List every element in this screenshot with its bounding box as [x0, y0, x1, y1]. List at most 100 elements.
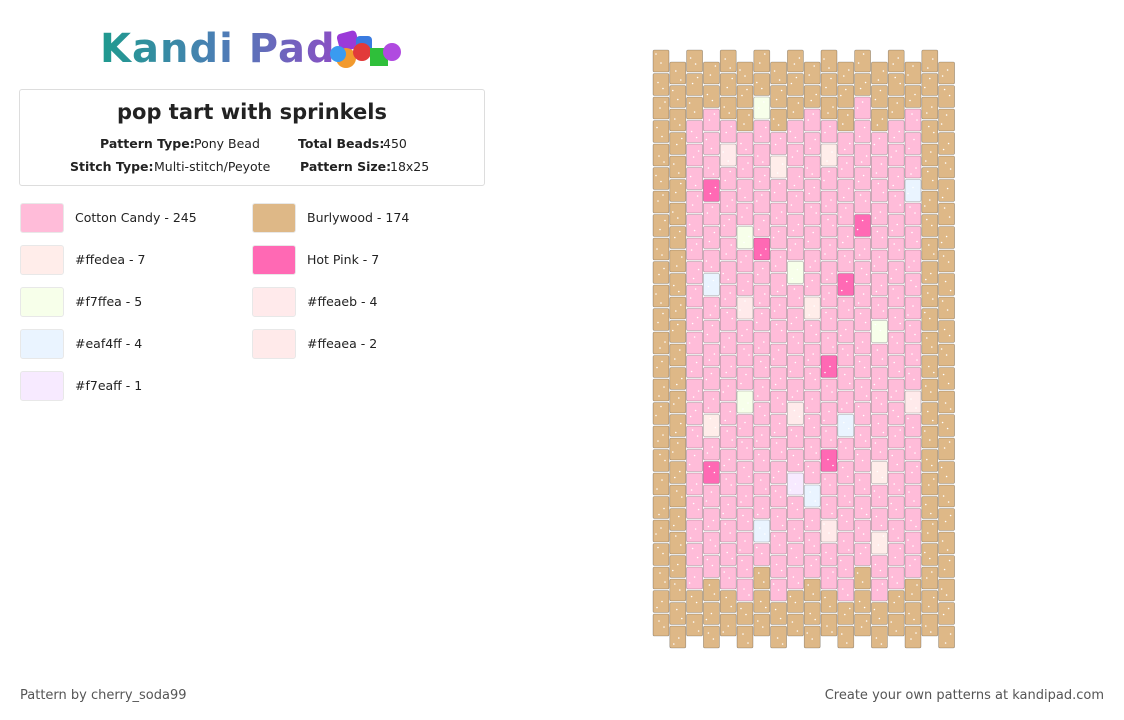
- bead-sparkle: [925, 385, 927, 387]
- bead-sparkle: [916, 465, 918, 468]
- bead-sparkle: [741, 559, 743, 562]
- bead-sparkle: [824, 371, 826, 374]
- bead: [686, 190, 703, 214]
- bead-sparkle: [878, 496, 881, 498]
- bead-sparkle: [743, 348, 745, 350]
- bead-sparkle: [876, 349, 879, 351]
- bead-sparkle: [844, 495, 846, 497]
- bead-sparkle: [672, 329, 674, 332]
- bead-sparkle: [892, 528, 894, 530]
- bead: [921, 378, 939, 402]
- bead-sparkle: [696, 76, 699, 79]
- bead-sparkle: [927, 292, 929, 294]
- bead: [719, 261, 737, 284]
- bead: [820, 49, 838, 73]
- bead-sparkle: [864, 546, 867, 549]
- bead-sparkle: [760, 600, 762, 603]
- bead-sparkle: [693, 229, 696, 232]
- bead: [669, 461, 687, 484]
- bead: [820, 167, 838, 190]
- bead: [887, 472, 905, 496]
- bead-sparkle: [740, 607, 742, 610]
- bead-sparkle: [741, 94, 743, 97]
- bead-sparkle: [812, 231, 814, 234]
- bead-sparkle: [747, 402, 749, 404]
- bead: [803, 508, 821, 531]
- bead: [686, 49, 703, 73]
- logo[interactable]: Kandi Pad: [100, 26, 336, 72]
- bead: [669, 390, 687, 414]
- bead: [837, 625, 855, 649]
- bead-sparkle: [912, 305, 914, 307]
- bead: [753, 519, 771, 543]
- bead-sparkle: [679, 230, 681, 233]
- footer-link[interactable]: Create your own patterns at kandipad.com: [824, 688, 1104, 703]
- bead-sparkle: [948, 216, 951, 218]
- bead-sparkle: [739, 69, 741, 71]
- bead-sparkle: [792, 111, 795, 113]
- bead-sparkle: [723, 346, 725, 348]
- bead-sparkle: [810, 324, 812, 327]
- bead-sparkle: [859, 87, 862, 90]
- bead-sparkle: [807, 359, 809, 361]
- bead-sparkle: [809, 147, 811, 150]
- bead-sparkle: [946, 69, 949, 71]
- bead-sparkle: [916, 119, 918, 121]
- bead: [753, 590, 771, 613]
- bead: [669, 367, 687, 390]
- bead-sparkle: [910, 279, 912, 282]
- bead-sparkle: [825, 430, 827, 432]
- bead-sparkle: [840, 559, 842, 562]
- bead-sparkle: [878, 617, 881, 620]
- bead: [703, 273, 720, 296]
- bead-sparkle: [916, 240, 918, 243]
- bead: [871, 625, 888, 649]
- bead-sparkle: [910, 638, 912, 640]
- bead-sparkle: [810, 446, 812, 448]
- bead-sparkle: [758, 107, 760, 109]
- bead-sparkle: [696, 435, 699, 437]
- bead: [787, 120, 804, 143]
- bead-sparkle: [726, 551, 728, 554]
- bead-sparkle: [842, 241, 844, 244]
- bead-sparkle: [840, 216, 842, 218]
- bead-sparkle: [661, 360, 663, 363]
- bead: [703, 414, 720, 437]
- bead-sparkle: [707, 167, 710, 169]
- bead-sparkle: [843, 75, 845, 77]
- bead: [787, 402, 804, 425]
- bead-sparkle: [896, 342, 898, 344]
- bead-sparkle: [949, 289, 952, 292]
- bead-sparkle: [725, 371, 727, 374]
- bead: [904, 625, 922, 649]
- bead: [753, 308, 771, 331]
- bead-sparkle: [725, 253, 727, 255]
- bead-sparkle: [929, 557, 931, 560]
- bead-sparkle: [725, 596, 727, 599]
- bead-sparkle: [742, 408, 744, 410]
- bead: [871, 437, 888, 461]
- bead-sparkle: [773, 535, 776, 537]
- bead: [753, 261, 771, 284]
- bead-sparkle: [925, 278, 927, 281]
- bead-sparkle: [693, 111, 696, 113]
- bead-sparkle: [863, 126, 866, 129]
- bead-sparkle: [776, 290, 779, 293]
- bead-sparkle: [791, 156, 794, 158]
- bead-sparkle: [878, 137, 881, 140]
- bead-sparkle: [792, 336, 795, 338]
- bead: [820, 214, 838, 237]
- bead-sparkle: [942, 613, 945, 616]
- bead-sparkle: [856, 453, 859, 456]
- bead-sparkle: [895, 150, 897, 152]
- bead-sparkle: [860, 267, 863, 270]
- bead: [686, 284, 703, 308]
- legend-swatch: [252, 287, 296, 317]
- bead-sparkle: [876, 589, 879, 591]
- bead: [787, 96, 804, 120]
- bead-sparkle: [780, 451, 783, 453]
- bead-sparkle: [811, 638, 813, 640]
- bead-sparkle: [706, 93, 709, 96]
- bead-sparkle: [777, 589, 780, 591]
- bead: [787, 308, 804, 331]
